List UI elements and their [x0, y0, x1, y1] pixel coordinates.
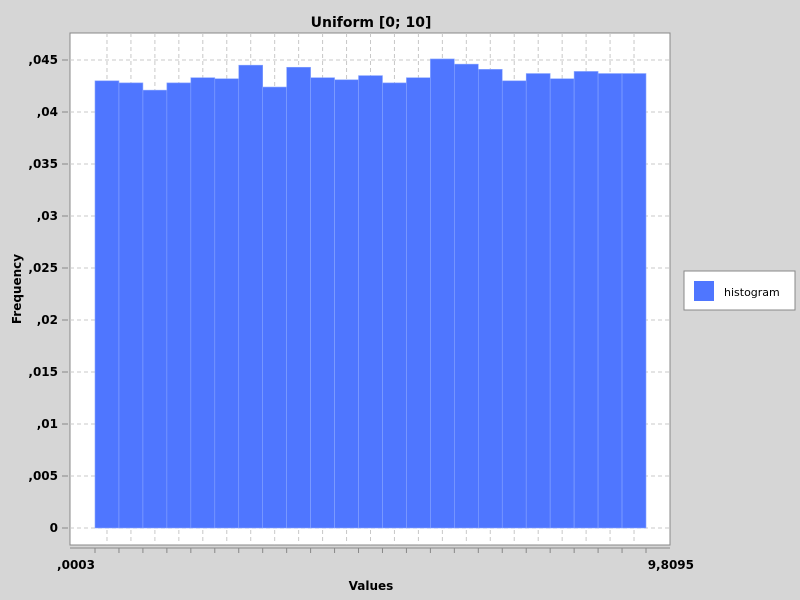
histogram-bar: [310, 77, 335, 529]
histogram-bar: [597, 73, 623, 529]
y-tick-label: ,005: [28, 469, 58, 483]
histogram-bar: [214, 78, 240, 529]
y-axis: 0 ,005 ,01 ,015 ,02 ,025 ,03 ,035 ,04 ,045: [28, 53, 68, 535]
y-tick-label: 0: [50, 521, 58, 535]
histogram-bar: [525, 73, 551, 529]
histogram-bar: [286, 66, 311, 529]
x-tick-label-first: ,0003: [57, 558, 95, 572]
x-axis-label: Values: [349, 579, 394, 593]
y-tick-label: ,025: [28, 261, 58, 275]
y-tick-label: ,03: [37, 209, 58, 223]
histogram-bar: [334, 79, 359, 529]
y-tick-label: ,04: [37, 105, 58, 119]
histogram-bar: [94, 80, 120, 529]
histogram-bar: [358, 75, 383, 529]
histogram-bar: [406, 77, 431, 529]
chart-title: Uniform [0; 10]: [311, 15, 432, 31]
y-tick-label: ,035: [28, 157, 58, 171]
y-tick-label: ,045: [28, 53, 58, 67]
x-axis: ,0003 9,8095: [57, 547, 694, 572]
y-tick-label: ,02: [37, 313, 58, 327]
histogram-bar: [142, 89, 168, 529]
histogram-bar: [262, 86, 287, 529]
legend-item-histogram: histogram: [724, 286, 780, 299]
y-axis-label: Frequency: [10, 254, 24, 324]
y-tick-label: ,015: [28, 365, 58, 379]
histogram-bar: [118, 82, 144, 529]
histogram-bar: [454, 63, 479, 529]
histogram-bar: [478, 69, 503, 529]
y-tick-label: ,01: [37, 417, 58, 431]
histogram-bar: [621, 73, 647, 529]
histogram-bar: [238, 64, 263, 529]
x-tick-label-last: 9,8095: [648, 558, 694, 572]
bars-group: [94, 58, 647, 529]
histogram-bar: [430, 58, 455, 529]
histogram-bar: [549, 78, 575, 529]
histogram-bar: [573, 71, 599, 529]
histogram-bar: [501, 80, 527, 529]
legend: histogram: [683, 270, 796, 311]
histogram-bar: [166, 82, 192, 529]
histogram-bar: [190, 77, 216, 529]
histogram-bar: [382, 82, 407, 529]
legend-swatch: [694, 281, 714, 301]
